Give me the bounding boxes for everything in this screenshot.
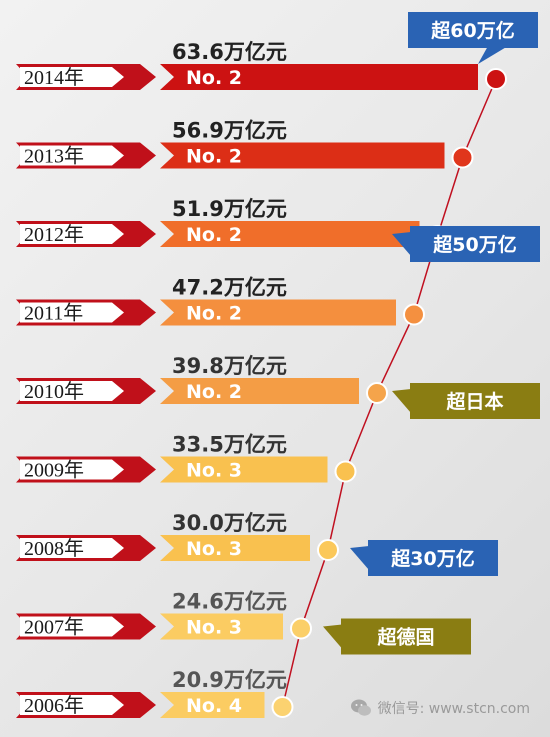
year-row: 2006年 No. 4 20.9万亿元 [16, 668, 287, 718]
callout-tail [392, 232, 411, 256]
bar [160, 456, 328, 483]
year-row: 2007年 No. 3 24.6万亿元 [16, 590, 287, 640]
year-plate [20, 381, 124, 401]
value-label: 20.9万亿元 [172, 668, 287, 692]
callout: 超德国 [323, 618, 471, 655]
year-plate [20, 538, 124, 558]
year-label: 2007年 [24, 616, 84, 639]
rank-label: No. 2 [186, 303, 242, 325]
year-label: 2008年 [24, 537, 84, 560]
callout-tail [323, 624, 342, 649]
year-dot [366, 382, 388, 404]
callout-label: 超德国 [376, 626, 434, 649]
year-dot [290, 617, 312, 640]
year-dot [485, 68, 507, 90]
bar [160, 299, 396, 326]
rank-label: No. 3 [186, 538, 242, 560]
year-row: 2010年 No. 2 39.8万亿元 [16, 354, 359, 404]
year-row: 2011年 No. 2 47.2万亿元 [16, 276, 396, 326]
year-label: 2014年 [24, 66, 84, 89]
callout-box [410, 383, 540, 419]
callout-box [341, 618, 471, 655]
watermark: 微信号: www.stcn.com [350, 697, 530, 719]
rank-label: No. 4 [186, 695, 242, 717]
value-label: 47.2万亿元 [172, 276, 287, 300]
callout-label: 超50万亿 [432, 233, 516, 256]
callout: 超30万亿 [350, 540, 498, 576]
callout-tail [350, 546, 369, 570]
value-label: 33.5万亿元 [172, 433, 287, 457]
bar [160, 64, 478, 90]
year-dot [451, 146, 474, 169]
callout-box [410, 226, 540, 262]
year-label: 2011年 [24, 302, 83, 325]
rank-label: No. 3 [186, 460, 242, 482]
year-dot [403, 303, 425, 326]
year-plate [20, 459, 124, 480]
year-row: 2012年 No. 2 51.9万亿元 [16, 197, 420, 247]
value-label: 51.9万亿元 [172, 197, 287, 221]
callout: 超日本 [392, 383, 540, 419]
callout: 超60万亿 [408, 12, 538, 64]
year-row: 2008年 No. 3 30.0万亿元 [16, 511, 310, 561]
watermark-text: 微信号: www.stcn.com [377, 701, 530, 717]
rank-label: No. 2 [186, 381, 242, 403]
callout-label: 超60万亿 [430, 19, 514, 42]
bar [160, 535, 310, 561]
year-plate [20, 145, 124, 166]
callout-box [408, 12, 538, 48]
callout-box [368, 540, 498, 576]
year-label: 2013年 [24, 145, 84, 168]
year-dot [317, 539, 339, 561]
year-plate [20, 224, 124, 244]
value-label: 30.0万亿元 [172, 511, 287, 535]
rank-label: No. 3 [186, 617, 242, 639]
bar [160, 692, 265, 718]
callout-tail [478, 46, 508, 64]
rank-label: No. 2 [186, 67, 242, 89]
callout: 超50万亿 [392, 226, 540, 262]
callout-tail [392, 389, 411, 413]
callout-label: 超30万亿 [390, 547, 474, 570]
year-row: 2013年 No. 2 56.9万亿元 [16, 119, 445, 169]
bar [160, 613, 283, 640]
year-plate [20, 67, 124, 87]
value-label: 56.9万亿元 [172, 119, 287, 143]
bar [160, 221, 420, 247]
value-label: 63.6万亿元 [172, 40, 287, 64]
year-label: 2012年 [24, 223, 84, 246]
rank-label: No. 2 [186, 224, 242, 246]
callout-label: 超日本 [445, 390, 503, 413]
value-label: 39.8万亿元 [172, 354, 287, 378]
year-dot [334, 460, 357, 483]
wechat-icon [350, 699, 371, 716]
year-label: 2006年 [24, 694, 84, 717]
bar [160, 142, 445, 169]
bar [160, 378, 359, 404]
year-plate [20, 695, 124, 715]
year-label: 2010年 [24, 380, 84, 403]
year-label: 2009年 [24, 459, 84, 482]
year-plate [20, 616, 124, 637]
value-label: 24.6万亿元 [172, 590, 287, 614]
year-plate [20, 302, 124, 323]
year-dot [271, 696, 294, 718]
rank-label: No. 2 [186, 146, 242, 168]
year-row: 2014年 No. 2 63.6万亿元 [16, 40, 478, 90]
year-row: 2009年 No. 3 33.5万亿元 [16, 433, 328, 483]
